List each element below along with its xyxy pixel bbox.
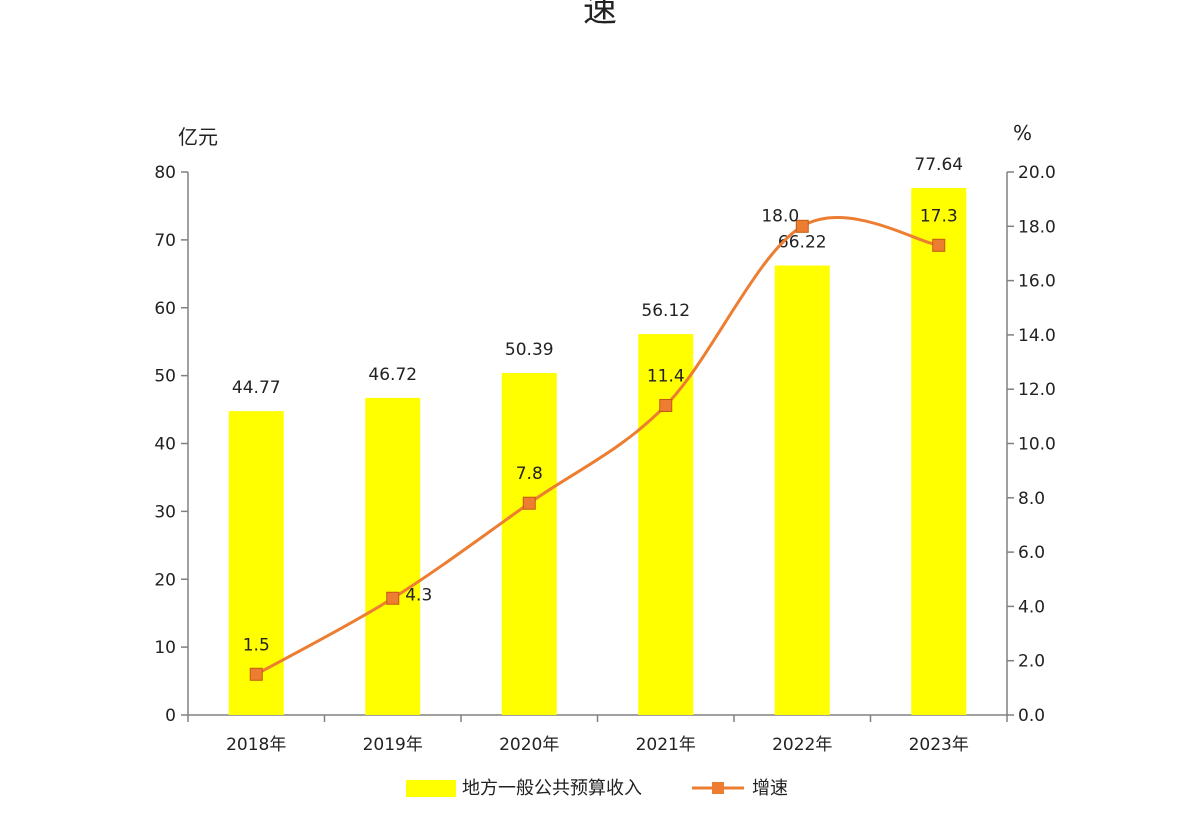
legend-swatch-bar bbox=[406, 780, 456, 797]
legend-swatch-marker bbox=[712, 782, 724, 794]
line-marker bbox=[932, 238, 946, 252]
bar bbox=[911, 188, 967, 715]
y-left-tick-label: 10 bbox=[154, 638, 176, 658]
x-tick-label: 2020年 bbox=[499, 735, 559, 755]
bar bbox=[638, 334, 694, 715]
line-marker bbox=[249, 667, 263, 681]
y-right-tick-label: 16.0 bbox=[1018, 272, 1056, 292]
y-right-tick-label: 6.0 bbox=[1018, 543, 1045, 563]
bar-value-label: 56.12 bbox=[641, 301, 690, 321]
y-right-tick-label: 2.0 bbox=[1018, 652, 1045, 672]
bar-value-label: 77.64 bbox=[914, 155, 963, 175]
bar-value-label: 66.22 bbox=[778, 233, 827, 253]
y-left-tick-label: 70 bbox=[154, 231, 176, 251]
line-value-label: 18.0 bbox=[761, 206, 799, 226]
page-title: 速 bbox=[583, 0, 617, 30]
y-right-unit: % bbox=[1013, 121, 1032, 145]
line-value-label: 1.5 bbox=[243, 635, 270, 655]
legend-label-bar: 地方一般公共预算收入 bbox=[462, 778, 642, 799]
line-marker bbox=[522, 496, 536, 510]
line-value-label: 4.3 bbox=[405, 585, 432, 605]
x-tick-label: 2018年 bbox=[226, 735, 286, 755]
line-marker bbox=[659, 398, 673, 412]
line-marker bbox=[386, 591, 400, 605]
line-marker bbox=[795, 219, 809, 233]
line-value-label: 7.8 bbox=[516, 464, 543, 484]
y-left-unit: 亿元 bbox=[178, 125, 218, 149]
y-left-tick-label: 40 bbox=[154, 435, 176, 455]
bar bbox=[774, 265, 830, 715]
line-value-label: 11.4 bbox=[647, 366, 685, 386]
y-right-tick-label: 8.0 bbox=[1018, 489, 1045, 509]
y-right-tick-label: 14.0 bbox=[1018, 326, 1056, 346]
y-left-tick-label: 0 bbox=[165, 706, 176, 726]
line-value-label: 17.3 bbox=[920, 206, 958, 226]
bar-value-label: 44.77 bbox=[232, 378, 281, 398]
x-tick-label: 2019年 bbox=[363, 735, 423, 755]
bar-value-label: 46.72 bbox=[368, 365, 417, 385]
x-tick-label: 2022年 bbox=[772, 735, 832, 755]
y-right-tick-label: 0.0 bbox=[1018, 706, 1045, 726]
y-right-tick-label: 20.0 bbox=[1018, 163, 1056, 183]
y-right-tick-label: 4.0 bbox=[1018, 597, 1045, 617]
y-right-tick-label: 18.0 bbox=[1018, 217, 1056, 237]
y-left-tick-label: 50 bbox=[154, 367, 176, 387]
bar-value-label: 50.39 bbox=[505, 340, 554, 360]
x-tick-label: 2021年 bbox=[636, 735, 696, 755]
growth-line bbox=[255, 216, 940, 676]
y-right-tick-label: 12.0 bbox=[1018, 380, 1056, 400]
x-tick-label: 2023年 bbox=[909, 735, 969, 755]
y-right-tick-label: 10.0 bbox=[1018, 435, 1056, 455]
bar bbox=[365, 397, 421, 715]
y-left-tick-label: 60 bbox=[154, 299, 176, 319]
y-left-tick-label: 30 bbox=[154, 502, 176, 522]
y-left-tick-label: 20 bbox=[154, 570, 176, 590]
bar bbox=[501, 372, 557, 715]
legend-label-line: 增速 bbox=[752, 778, 788, 799]
y-left-tick-label: 80 bbox=[154, 163, 176, 183]
